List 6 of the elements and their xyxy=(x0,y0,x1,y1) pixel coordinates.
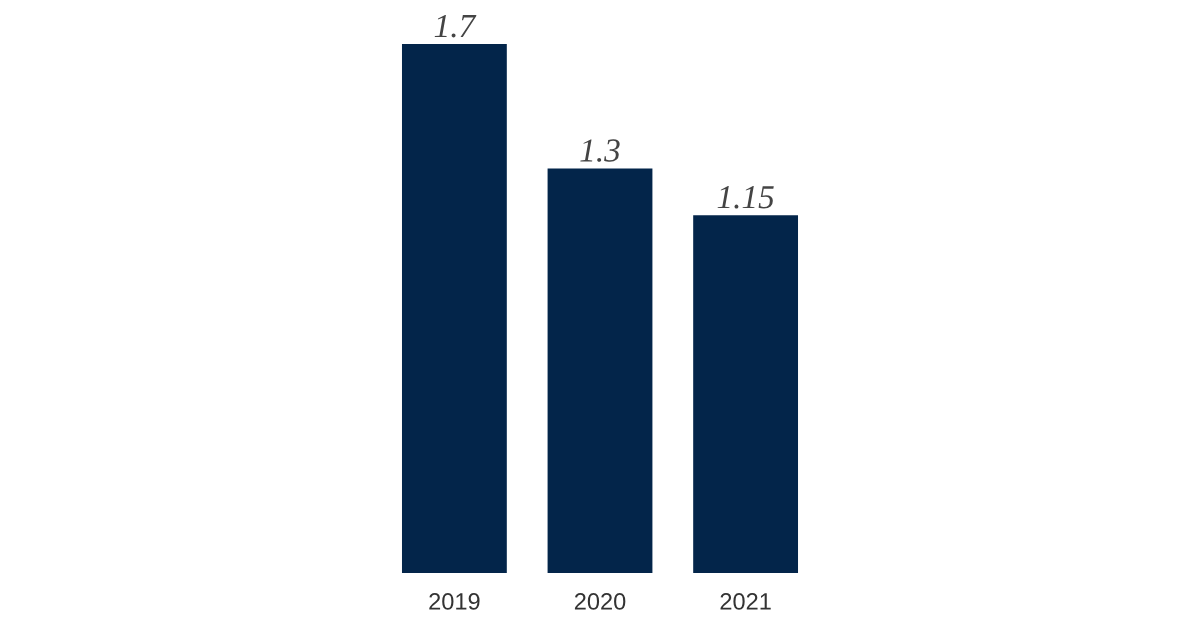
x-tick-label: 2019 xyxy=(429,593,480,610)
data-label: 1.7 xyxy=(434,14,477,38)
x-tick-label: 2020 xyxy=(574,593,626,610)
data-label: 1.15 xyxy=(717,186,774,209)
data-label: 1.3 xyxy=(580,139,620,162)
x-tick-label: 2021 xyxy=(720,593,771,610)
